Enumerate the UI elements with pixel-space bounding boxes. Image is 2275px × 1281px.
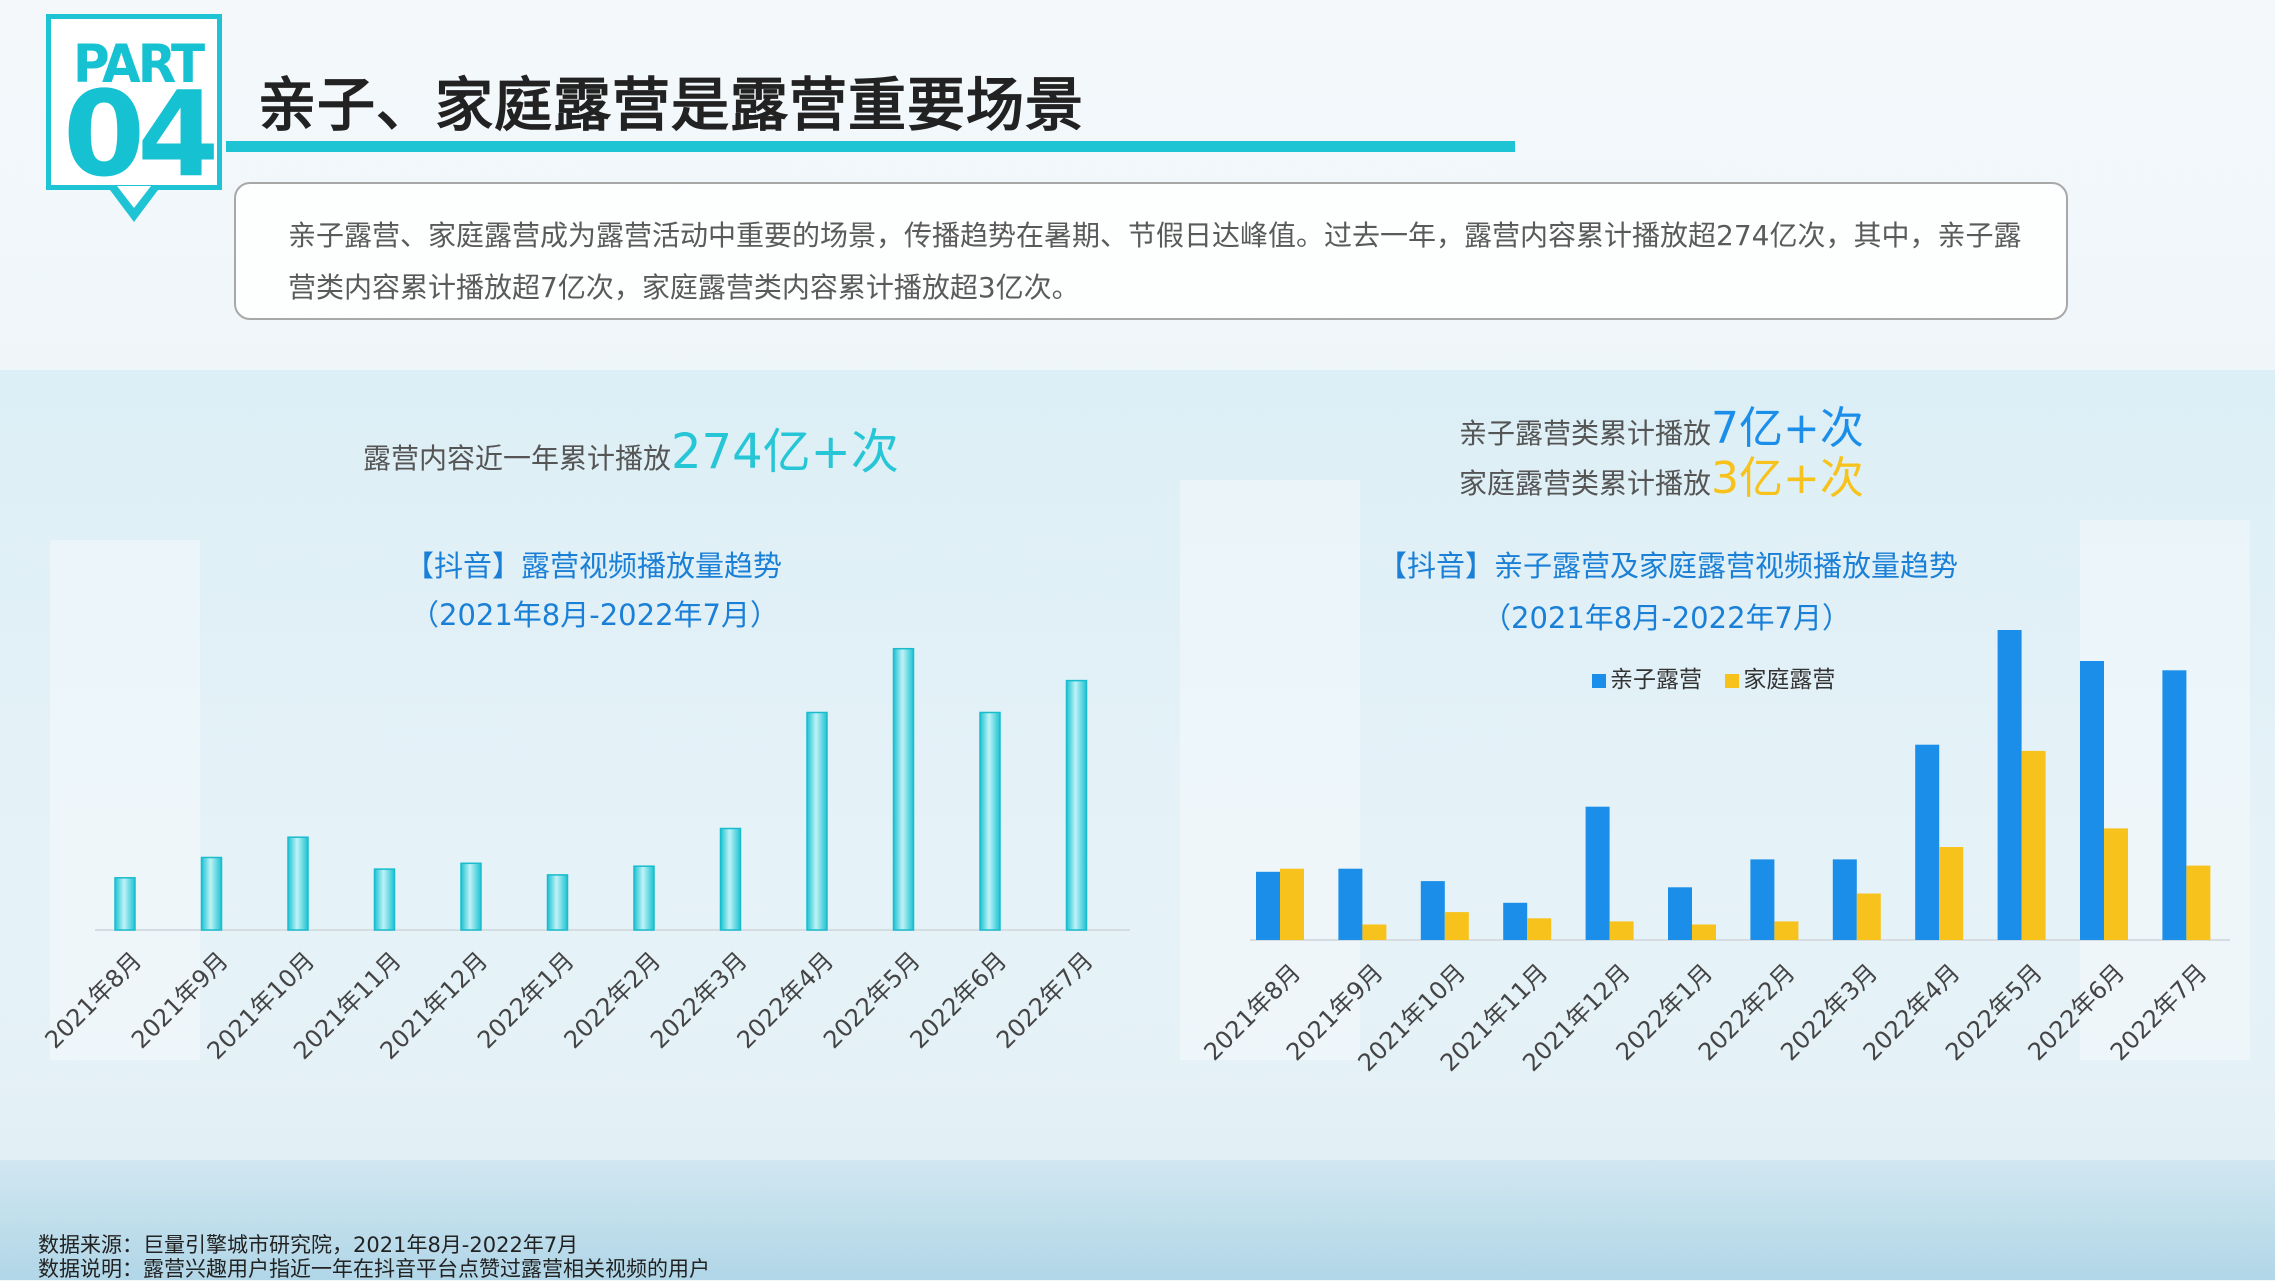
left-stat-value: 274亿+次 bbox=[671, 424, 899, 480]
right-stat-value: 7亿+次 bbox=[1711, 403, 1864, 454]
bar-family bbox=[1280, 868, 1304, 940]
bar bbox=[200, 856, 223, 931]
right-stat-label: 亲子露营类累计播放 bbox=[1459, 417, 1712, 450]
bar-parent-child bbox=[1915, 744, 1940, 940]
bar-parent-child bbox=[1503, 902, 1528, 940]
title-underline bbox=[226, 141, 1515, 152]
badge-pointer-inner bbox=[117, 186, 151, 208]
left-stat: 露营内容近一年累计播放274亿+次 bbox=[363, 412, 899, 482]
bar bbox=[892, 647, 915, 931]
right-chart-subtitle: （2021年8月-2022年7月） bbox=[1482, 601, 1851, 635]
bar-parent-child bbox=[1420, 881, 1445, 940]
left-chart-subtitle: （2021年8月-2022年7月） bbox=[410, 598, 779, 632]
right-chart-legend: 亲子露营 家庭露营 bbox=[1592, 660, 1851, 694]
bar-parent-child bbox=[1832, 859, 1857, 940]
background-building bbox=[1180, 480, 1360, 1060]
bar-parent-child bbox=[1256, 871, 1280, 940]
bar bbox=[1065, 679, 1088, 931]
legend-swatch-yellow bbox=[1725, 673, 1740, 688]
summary-line-2: 营类内容累计播放超7亿次，家庭露营类内容累计播放超3亿次。 bbox=[288, 271, 1080, 304]
bar-family bbox=[1527, 918, 1552, 940]
bar bbox=[719, 827, 742, 931]
bar bbox=[460, 862, 482, 931]
right-stat-value: 3亿+次 bbox=[1711, 453, 1864, 504]
right-chart-title: 【抖音】亲子露营及家庭露营视频播放量趋势 bbox=[1378, 549, 1959, 583]
bar bbox=[373, 868, 396, 931]
bar bbox=[633, 865, 655, 931]
bar bbox=[979, 711, 1001, 931]
left-chart-title: 【抖音】露营视频播放量趋势 bbox=[405, 549, 783, 583]
part-number: 04 bbox=[63, 65, 219, 203]
legend-label: 家庭露营 bbox=[1743, 667, 1836, 693]
bar bbox=[806, 711, 828, 931]
bar bbox=[546, 874, 569, 931]
legend-item-parent-child: 亲子露营 bbox=[1592, 660, 1702, 694]
bar-family bbox=[1444, 912, 1469, 940]
footnote-description: 数据说明：露营兴趣用户指近一年在抖音平台点赞过露营相关视频的用户 bbox=[38, 1257, 710, 1281]
left-stat-label: 露营内容近一年累计播放 bbox=[363, 442, 672, 475]
bar-parent-child bbox=[2080, 661, 2104, 940]
background-band bbox=[0, 370, 2275, 1070]
bar-parent-child bbox=[1750, 859, 1775, 940]
bar-family bbox=[1939, 847, 1964, 940]
bar-family bbox=[1362, 924, 1387, 940]
bar-parent-child bbox=[1668, 887, 1692, 940]
bar-parent-child bbox=[1338, 868, 1363, 940]
bar-family bbox=[1856, 893, 1881, 940]
legend-swatch-blue bbox=[1592, 673, 1606, 688]
footnote-source: 数据来源：巨量引擎城市研究院，2021年8月-2022年7月 bbox=[38, 1233, 579, 1257]
bar-parent-child bbox=[2162, 670, 2187, 940]
background-building bbox=[50, 540, 200, 1060]
bar bbox=[114, 877, 136, 931]
bar-parent-child bbox=[1585, 806, 1610, 940]
background-floor bbox=[0, 1160, 2275, 1280]
legend-label: 亲子露营 bbox=[1610, 667, 1702, 693]
bar-family bbox=[2104, 828, 2128, 940]
summary-line-1: 亲子露营、家庭露营成为露营活动中重要的场景，传播趋势在暑期、节假日达峰值。过去一… bbox=[288, 219, 2022, 252]
bar-family bbox=[2186, 865, 2211, 940]
page-title: 亲子、家庭露营是露营重要场景 bbox=[258, 71, 1085, 139]
right-stat-family: 家庭露营类累计播放3亿+次 bbox=[1459, 442, 1864, 506]
part-label: PART bbox=[73, 33, 205, 95]
bar-family bbox=[1692, 924, 1716, 940]
part-badge: PART 04 bbox=[46, 14, 222, 203]
bar-family bbox=[1774, 921, 1799, 940]
legend-item-family: 家庭露营 bbox=[1725, 660, 1835, 694]
right-stat-label: 家庭露营类累计播放 bbox=[1459, 467, 1712, 500]
bar-family bbox=[1609, 921, 1634, 940]
bar-parent-child bbox=[1997, 630, 2022, 940]
bar bbox=[287, 836, 309, 931]
bar-family bbox=[2021, 750, 2046, 940]
summary-box: 亲子露营、家庭露营成为露营活动中重要的场景，传播趋势在暑期、节假日达峰值。过去一… bbox=[234, 182, 2068, 320]
right-stat-parent-child: 亲子露营类累计播放7亿+次 bbox=[1459, 392, 1864, 456]
